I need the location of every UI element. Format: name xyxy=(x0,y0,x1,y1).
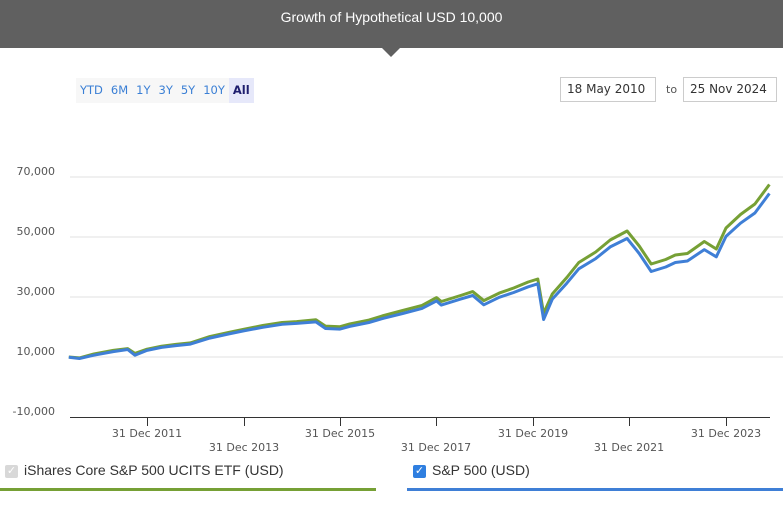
legend-index-underline xyxy=(407,488,783,491)
caret-down-icon xyxy=(382,48,400,57)
legend-item-etf[interactable]: ✓ iShares Core S&P 500 UCITS ETF (USD) xyxy=(5,462,284,490)
legend-etf-underline xyxy=(0,488,376,491)
range-button-3y[interactable]: 3Y xyxy=(154,78,177,103)
y-tick-label: 70,000 xyxy=(16,165,56,178)
x-tick-label: 31 Dec 2015 xyxy=(304,427,376,440)
range-selector: YTD 6M 1Y 3Y 5Y 10Y All xyxy=(76,78,254,103)
range-button-all[interactable]: All xyxy=(228,78,254,103)
checkmark-icon[interactable]: ✓ xyxy=(5,465,18,478)
range-button-6m[interactable]: 6M xyxy=(106,78,133,103)
date-range-separator: to xyxy=(666,83,678,96)
legend-label: iShares Core S&P 500 UCITS ETF (USD) xyxy=(24,462,284,478)
index-series-line xyxy=(68,192,771,360)
x-tick-label: 31 Dec 2023 xyxy=(690,427,762,440)
range-button-10y[interactable]: 10Y xyxy=(199,78,229,103)
chart-header: Growth of Hypothetical USD 10,000 xyxy=(0,0,783,48)
etf-series-line xyxy=(68,183,771,360)
x-tick-label: 31 Dec 2013 xyxy=(208,441,280,454)
x-tick-label: 31 Dec 2011 xyxy=(111,427,183,440)
y-tick-label: 50,000 xyxy=(16,225,56,238)
y-tick-label: -10,000 xyxy=(12,405,55,418)
x-ticks xyxy=(147,417,727,426)
range-button-5y[interactable]: 5Y xyxy=(176,78,200,103)
x-tick-label: 31 Dec 2019 xyxy=(497,427,569,440)
y-tick-label: 10,000 xyxy=(16,345,56,358)
end-date-input[interactable]: 25 Nov 2024 xyxy=(683,77,777,102)
x-tick-label: 31 Dec 2021 xyxy=(593,441,665,454)
gridlines xyxy=(70,176,783,358)
x-tick-label: 31 Dec 2017 xyxy=(400,441,472,454)
start-date-input[interactable]: 18 May 2010 xyxy=(560,77,656,102)
range-button-1y[interactable]: 1Y xyxy=(132,78,155,103)
legend-label: S&P 500 (USD) xyxy=(432,462,530,478)
y-tick-label: 30,000 xyxy=(16,285,56,298)
checkmark-icon[interactable]: ✓ xyxy=(413,465,426,478)
range-button-ytd[interactable]: YTD xyxy=(76,78,107,103)
chart-title: Growth of Hypothetical USD 10,000 xyxy=(280,9,503,25)
legend-item-index[interactable]: ✓ S&P 500 (USD) xyxy=(413,462,530,490)
